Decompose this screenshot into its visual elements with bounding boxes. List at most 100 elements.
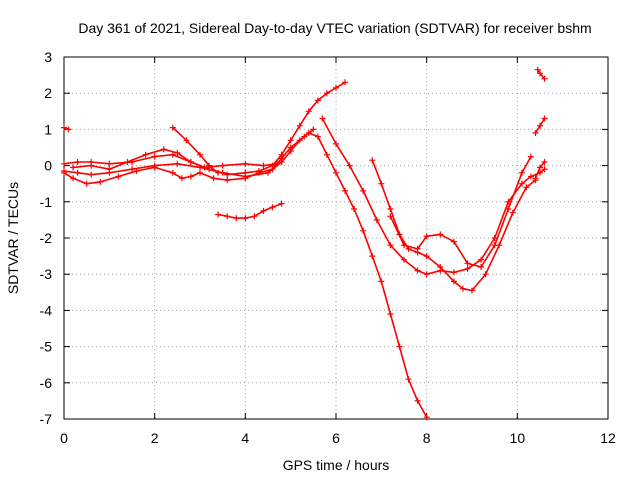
series-track-13 [532, 159, 548, 182]
data-point [469, 287, 475, 294]
data-point [423, 253, 430, 260]
data-point [183, 137, 190, 144]
data-point [269, 204, 276, 211]
series-track-9 [369, 157, 539, 294]
data-point [527, 153, 534, 160]
series-line [72, 148, 278, 170]
data-point [61, 124, 67, 131]
data-point [518, 169, 525, 176]
data-point [450, 269, 457, 276]
data-point [314, 133, 321, 140]
series-line [63, 128, 315, 185]
data-point [287, 137, 294, 144]
data-point [224, 213, 231, 220]
data-point [314, 97, 321, 104]
data-point [423, 414, 430, 421]
data-point [305, 108, 312, 115]
data-point [523, 184, 530, 191]
data-point [187, 173, 194, 180]
data-point [537, 122, 543, 129]
data-point [70, 164, 77, 171]
data-point [346, 162, 353, 169]
data-point [450, 278, 457, 285]
y-tick-label: -3 [40, 266, 53, 282]
data-point [160, 146, 167, 153]
y-tick-label: 1 [44, 121, 52, 137]
data-point [369, 253, 376, 260]
data-point [169, 169, 176, 176]
data-point [242, 160, 249, 167]
data-point [401, 256, 407, 263]
data-point [174, 160, 181, 167]
data-point [106, 166, 113, 173]
series-track-6 [169, 124, 222, 176]
data-point [255, 169, 262, 176]
data-point [323, 90, 330, 97]
series-line [321, 117, 546, 275]
data-point [201, 164, 208, 171]
x-tick-label: 12 [600, 430, 616, 446]
series-track-8 [319, 115, 548, 278]
data-point [387, 206, 394, 212]
data-point [360, 187, 367, 194]
data-point [464, 260, 471, 267]
data-point [378, 180, 385, 187]
data-point [215, 169, 222, 176]
x-tick-label: 4 [241, 430, 249, 446]
data-point [142, 151, 149, 158]
data-point [387, 213, 394, 220]
data-point [387, 311, 394, 317]
y-axis-label: SDTVAR / TECUs [5, 182, 21, 294]
data-point [187, 159, 194, 165]
data-point [88, 171, 95, 178]
y-tick-label: -6 [40, 375, 53, 391]
series-track-2 [61, 79, 349, 178]
data-point [260, 162, 267, 169]
data-series [61, 66, 548, 421]
data-point [459, 285, 466, 292]
data-point [219, 162, 226, 169]
data-point [478, 256, 485, 263]
data-point [342, 187, 349, 194]
data-point [124, 159, 131, 165]
data-point [206, 162, 213, 169]
x-tick-label: 2 [151, 430, 159, 446]
data-point [541, 115, 548, 122]
data-point [534, 66, 541, 73]
data-point [437, 231, 444, 238]
data-point [342, 79, 349, 86]
series-line [371, 159, 537, 292]
x-tick-label: 6 [332, 430, 340, 446]
axis-ticks [63, 56, 609, 420]
data-point [541, 75, 548, 82]
series-line [536, 68, 546, 80]
data-point [437, 264, 444, 270]
series-track-1 [61, 124, 72, 133]
data-point [70, 175, 77, 182]
y-tick-label: -1 [40, 194, 53, 210]
data-point [233, 215, 240, 222]
data-point [210, 175, 217, 182]
data-point [197, 151, 203, 158]
data-point [274, 160, 281, 167]
y-tick-label: -5 [40, 339, 53, 355]
series-track-7 [215, 200, 285, 222]
y-tick-label: -7 [40, 411, 53, 427]
chart-title: Day 361 of 2021, Sidereal Day-to-day VTE… [78, 20, 591, 36]
data-point [88, 162, 95, 169]
x-tick-labels: 0 2 4 6 8 10 12 [60, 430, 616, 446]
series-track-3 [61, 130, 430, 421]
series-track-5 [70, 146, 281, 173]
data-point [278, 155, 285, 162]
x-tick-label: 8 [423, 430, 431, 446]
data-point [505, 206, 512, 212]
data-point [541, 166, 548, 173]
data-point [414, 245, 421, 252]
data-point [401, 242, 407, 249]
data-point [396, 343, 403, 350]
data-point [296, 122, 303, 129]
data-point [423, 271, 430, 278]
data-point [215, 211, 222, 218]
data-point [319, 115, 326, 122]
